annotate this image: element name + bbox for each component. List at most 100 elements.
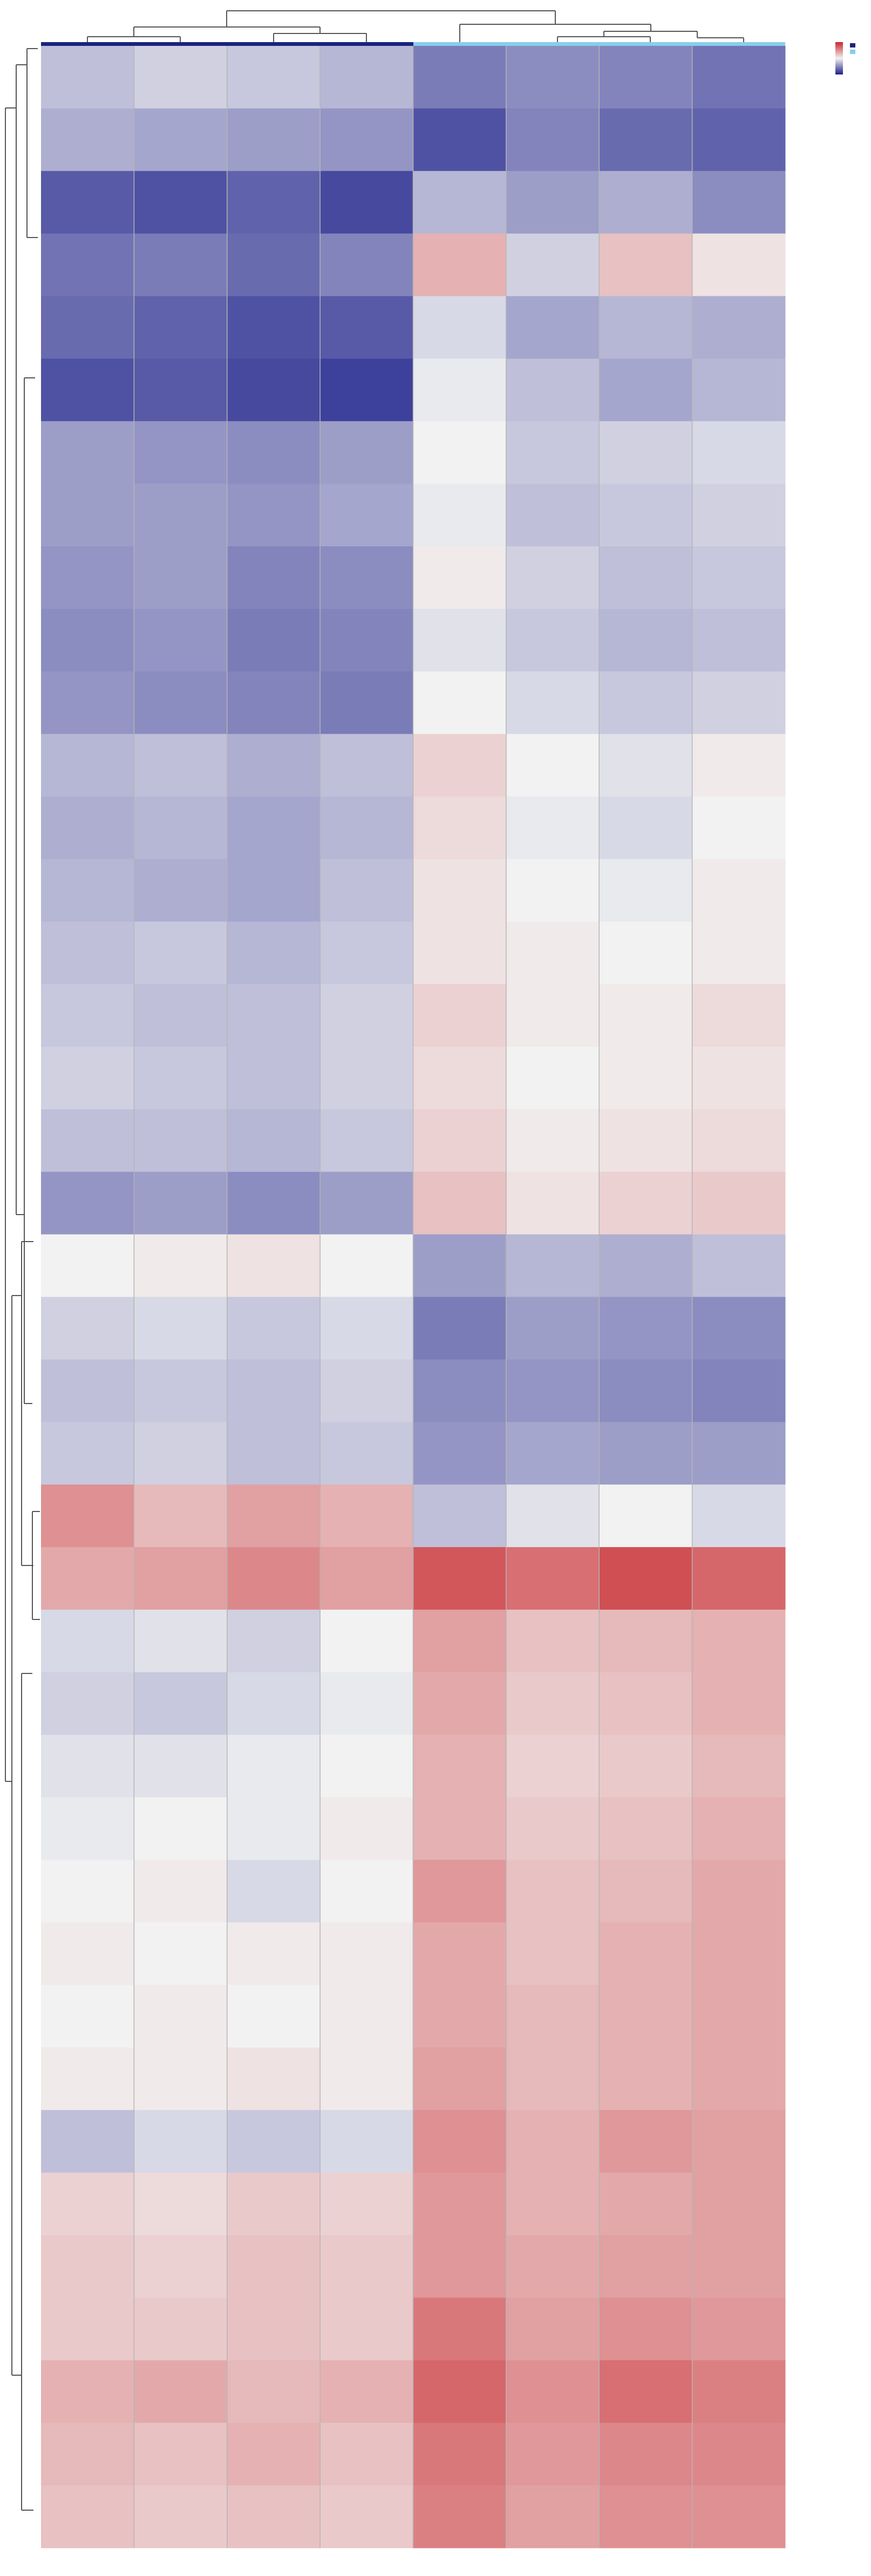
colorbar bbox=[835, 42, 843, 74]
heatmap-cell bbox=[413, 921, 507, 985]
heatmap-cell bbox=[599, 171, 693, 234]
heatmap-cell bbox=[599, 1734, 693, 1798]
heatmap-cell bbox=[41, 1922, 134, 1985]
heatmap-cell bbox=[413, 1297, 507, 1360]
heatmap-cell bbox=[134, 1547, 228, 1610]
heatmap-cell bbox=[599, 2423, 693, 2486]
heatmap-cell bbox=[134, 1234, 228, 1297]
heatmap-cell bbox=[41, 921, 134, 985]
heatmap-cell bbox=[599, 1547, 693, 1610]
heatmap-cell bbox=[413, 859, 507, 922]
heatmap-cell bbox=[692, 1985, 786, 2048]
heatmap-cell bbox=[320, 2235, 413, 2298]
heatmap-cell bbox=[599, 608, 693, 672]
heatmap-cell bbox=[134, 1985, 228, 2048]
heatmap-cell bbox=[692, 296, 786, 359]
heatmap-cell bbox=[227, 1985, 321, 2048]
heatmap-cell bbox=[506, 171, 600, 234]
heatmap-cell bbox=[320, 2423, 413, 2486]
heatmap-cell bbox=[413, 1985, 507, 2048]
heatmap-cell bbox=[134, 1672, 228, 1736]
heatmap-cell bbox=[227, 1860, 321, 1923]
heatmap-cell bbox=[599, 796, 693, 859]
heatmap-cell bbox=[692, 2048, 786, 2111]
heatmap-cell bbox=[692, 1109, 786, 1172]
heatmap-cell bbox=[41, 859, 134, 922]
heatmap-cell bbox=[506, 921, 600, 985]
heatmap-cell bbox=[320, 2297, 413, 2361]
heatmap-cell bbox=[692, 2485, 786, 2548]
heatmap-cell bbox=[506, 608, 600, 672]
heatmap-cell bbox=[506, 233, 600, 296]
heatmap-cell bbox=[227, 2297, 321, 2361]
heatmap-cell bbox=[41, 2360, 134, 2423]
heatmap-cell bbox=[413, 1672, 507, 1736]
heatmap-cell bbox=[320, 608, 413, 672]
heatmap-cell bbox=[599, 734, 693, 797]
heatmap-cell bbox=[134, 734, 228, 797]
heatmap-cell bbox=[227, 1547, 321, 1610]
heatmap-cell bbox=[41, 1422, 134, 1485]
heatmap-cell bbox=[320, 1860, 413, 1923]
heatmap-cell bbox=[692, 2235, 786, 2298]
heatmap-cell bbox=[227, 734, 321, 797]
heatmap-cell bbox=[506, 1797, 600, 1860]
heatmap-cell bbox=[692, 1234, 786, 1297]
heatmap-cell bbox=[227, 1922, 321, 1985]
heatmap-cell bbox=[134, 608, 228, 672]
heatmap-cell bbox=[134, 2423, 228, 2486]
legend-swatch bbox=[850, 50, 855, 54]
heatmap-cell bbox=[413, 734, 507, 797]
heatmap-cell bbox=[506, 1297, 600, 1360]
heatmap-cell bbox=[320, 2485, 413, 2548]
heatmap-cell bbox=[134, 671, 228, 735]
heatmap-cell bbox=[506, 1422, 600, 1485]
heatmap-cell bbox=[599, 1672, 693, 1736]
heatmap-cell bbox=[320, 1609, 413, 1673]
heatmap-cell bbox=[506, 1109, 600, 1172]
heatmap-cell bbox=[506, 1734, 600, 1798]
heatmap-cell bbox=[506, 1609, 600, 1673]
heatmap-cell bbox=[413, 1609, 507, 1673]
heatmap-cell bbox=[227, 2485, 321, 2548]
heatmap-cell bbox=[506, 796, 600, 859]
heatmap-cell bbox=[41, 671, 134, 735]
heatmap-cell bbox=[227, 46, 321, 109]
heatmap-cell bbox=[692, 1171, 786, 1235]
heatmap-cell bbox=[134, 2172, 228, 2236]
heatmap-cell bbox=[506, 2423, 600, 2486]
heatmap-cell bbox=[599, 546, 693, 609]
heatmap-cell bbox=[134, 46, 228, 109]
heatmap-cell bbox=[692, 1484, 786, 1548]
heatmap-cell bbox=[41, 546, 134, 609]
heatmap-cell bbox=[506, 734, 600, 797]
heatmap-cell bbox=[413, 1109, 507, 1172]
heatmap-cell bbox=[413, 108, 507, 172]
heatmap-cell bbox=[41, 1734, 134, 1798]
heatmap-cell bbox=[134, 2485, 228, 2548]
heatmap-cell bbox=[599, 1985, 693, 2048]
heatmap-cell bbox=[506, 296, 600, 359]
heatmap-cell bbox=[599, 2235, 693, 2298]
heatmap-cell bbox=[227, 2172, 321, 2236]
heatmap-cell bbox=[41, 108, 134, 172]
heatmap-cell bbox=[506, 2048, 600, 2111]
heatmap-cell bbox=[506, 1860, 600, 1923]
heatmap-cell bbox=[41, 233, 134, 296]
heatmap-cell bbox=[413, 608, 507, 672]
heatmap-cell bbox=[506, 1484, 600, 1548]
heatmap-cell bbox=[599, 2297, 693, 2361]
heatmap-cell bbox=[320, 859, 413, 922]
heatmap-cell bbox=[506, 2110, 600, 2173]
heatmap-cell bbox=[227, 2048, 321, 2111]
heatmap-cell bbox=[599, 1359, 693, 1422]
heatmap-cell bbox=[134, 1922, 228, 1985]
heatmap-cell bbox=[599, 671, 693, 735]
heatmap-cell bbox=[692, 796, 786, 859]
heatmap-cell bbox=[413, 484, 507, 547]
heatmap-cell bbox=[41, 1484, 134, 1548]
heatmap-cell bbox=[413, 984, 507, 1047]
heatmap-cell bbox=[227, 608, 321, 672]
heatmap-cell bbox=[134, 1860, 228, 1923]
heatmap-cell bbox=[41, 296, 134, 359]
